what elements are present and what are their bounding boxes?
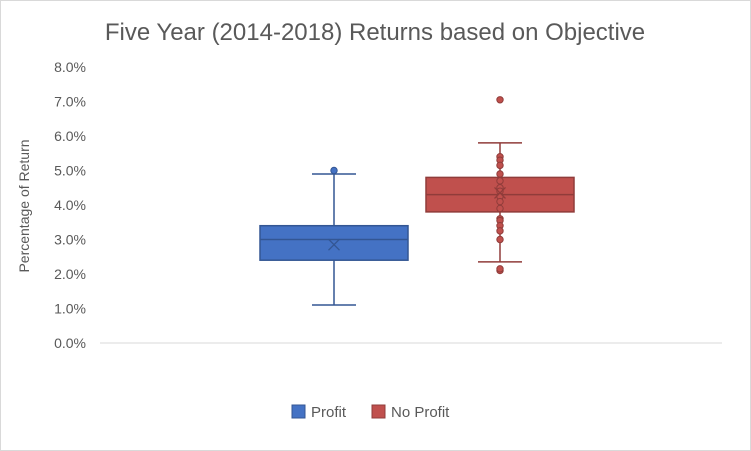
y-tick-label: 4.0% [54, 197, 86, 213]
chart-title: Five Year (2014-2018) Returns based on O… [105, 19, 645, 46]
y-tick-label: 6.0% [54, 128, 86, 144]
y-tick-label: 1.0% [54, 301, 86, 317]
legend-swatch [371, 404, 386, 419]
outlier-point [496, 96, 504, 104]
y-axis-label: Percentage of Return [16, 139, 32, 272]
box-profit [259, 224, 409, 261]
mean-marker-stroke [328, 238, 340, 251]
y-tick-label: 8.0% [54, 59, 86, 75]
inner-point [496, 170, 504, 178]
inner-point [496, 177, 504, 185]
mean-marker [494, 186, 506, 199]
legend-label: No Profit [391, 404, 450, 421]
inner-point [496, 161, 504, 170]
y-tick-label: 5.0% [54, 163, 86, 179]
y-tick-label: 3.0% [54, 232, 86, 248]
outlier-point [330, 166, 338, 175]
plot-area: 0.0% 1.0% 2.0% 3.0% 4.0% 5.0% 6.0% 7.0% 8.0% [54, 59, 722, 351]
y-tick-label: 0.0% [54, 335, 86, 351]
outlier-point [496, 265, 504, 273]
inner-point [496, 197, 504, 206]
legend-swatch [291, 404, 306, 419]
legend: Profit No Profit [291, 404, 450, 421]
inner-point [496, 235, 504, 244]
inner-point [496, 227, 504, 235]
y-tick-label: 7.0% [54, 94, 86, 110]
mean-marker [328, 238, 340, 251]
inner-point [496, 204, 504, 213]
y-tick-label: 2.0% [54, 266, 86, 282]
legend-label: Profit [311, 404, 347, 421]
mean-marker-stroke [494, 186, 506, 199]
